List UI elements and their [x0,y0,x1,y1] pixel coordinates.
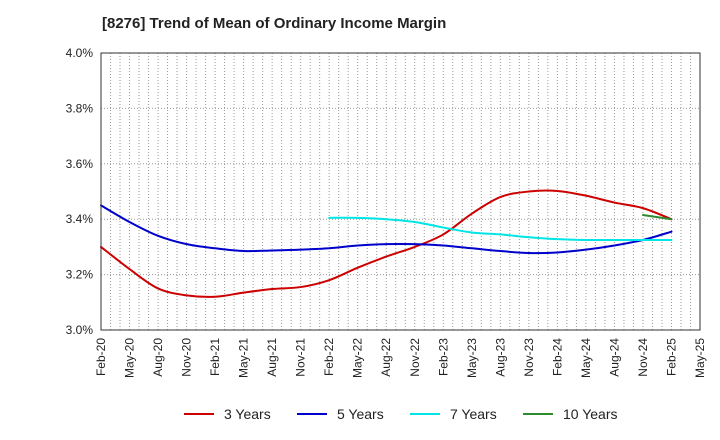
x-tick-label: May-22 [351,338,365,378]
y-tick-label: 3.8% [66,101,94,115]
x-tick-label: May-25 [693,338,707,378]
y-tick-label: 3.6% [66,157,94,171]
x-tick-label: Feb-25 [664,338,678,376]
plot-frame [100,52,701,331]
y-axis: 3.0% 3.2% 3.4% 3.6% 3.8% 4.0% [66,46,94,337]
x-tick-label: Aug-21 [265,338,279,377]
x-tick-label: Feb-24 [550,338,564,376]
grid [101,53,700,330]
x-tick-label: May-24 [579,338,593,378]
x-tick-label: Feb-20 [94,338,108,376]
legend-label-3-years: 3 Years [224,406,271,422]
x-tick-label: Aug-23 [493,338,507,377]
x-tick-label: May-21 [237,338,251,378]
y-tick-label: 3.0% [66,323,94,337]
x-axis: Feb-20 May-20 Aug-20 Nov-20 Feb-21 May-21 Aug-… [94,338,707,378]
x-tick-label: Nov-24 [636,338,650,377]
legend-label-7-years: 7 Years [450,406,497,422]
series-line-10-years [641,214,673,221]
x-tick-label: May-23 [465,338,479,378]
legend: 3 Years 5 Years 7 Years 10 Years [184,406,618,422]
series-line-3-years [100,189,673,298]
x-tick-label: Aug-20 [151,338,165,377]
series-line-5-years [100,204,673,255]
x-tick-label: Feb-21 [208,338,222,376]
legend-label-5-years: 5 Years [337,406,384,422]
y-tick-label: 3.2% [66,268,94,282]
x-tick-label: Aug-24 [607,338,621,377]
x-tick-label: Feb-23 [436,338,450,376]
x-tick-label: Feb-22 [322,338,336,376]
x-tick-label: Nov-23 [522,338,536,377]
series-lines [100,189,673,298]
legend-label-10-years: 10 Years [563,406,618,422]
y-tick-label: 4.0% [66,46,94,60]
x-tick-label: Nov-22 [408,338,422,377]
x-tick-label: Nov-20 [180,338,194,377]
y-tick-label: 3.4% [66,212,94,226]
chart-title: [8276] Trend of Mean of Ordinary Income … [102,15,447,32]
x-tick-label: Aug-22 [379,338,393,377]
series-line-7-years [328,216,673,242]
x-tick-label: Nov-21 [294,338,308,377]
x-tick-label: May-20 [123,338,137,378]
